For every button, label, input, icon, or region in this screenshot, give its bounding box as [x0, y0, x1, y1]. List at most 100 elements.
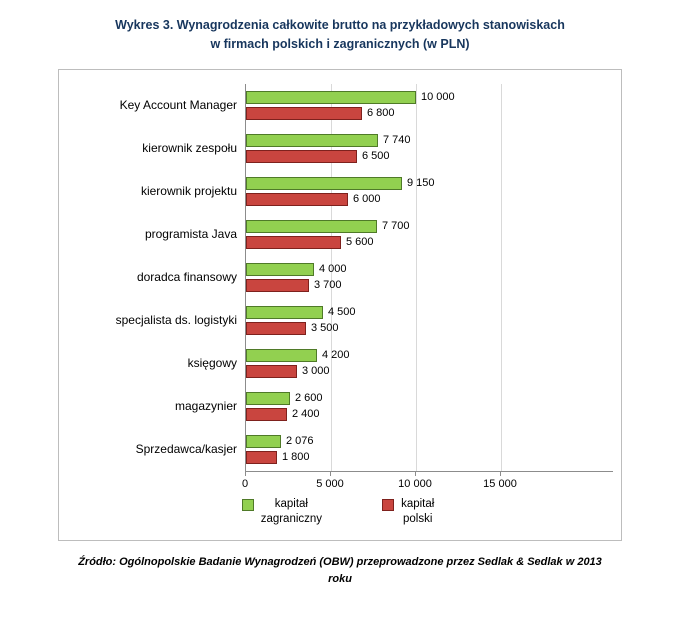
category-label: specjalista ds. logistyki — [115, 313, 237, 327]
legend: kapitał zagraniczny kapitał polski — [63, 497, 613, 532]
bar-polski — [246, 450, 277, 464]
bar-line: 3 700 — [246, 278, 613, 292]
bar-group: 7 700 5 600 — [246, 213, 613, 256]
bars-plot: 10 000 6 800 7 740 6 500 9 150 6 000 7 700 5 60… — [245, 83, 613, 472]
value-label: 2 600 — [295, 392, 323, 404]
legend-label: kapitał zagraniczny — [260, 497, 323, 526]
bar-line: 2 400 — [246, 407, 613, 421]
x-axis-tickmark — [500, 471, 501, 476]
source-line1: Źródło: Ogólnopolskie Badanie Wynagrodze… — [78, 555, 602, 568]
axis-spacer — [63, 472, 245, 493]
plot-area: Key Account Manager kierownik zespołu kier… — [63, 83, 613, 472]
gridline — [331, 83, 332, 471]
bar-polski — [246, 106, 362, 120]
bar-line: 4 000 — [246, 262, 613, 276]
x-axis-tickmark — [415, 471, 416, 476]
bar-zagraniczny — [246, 219, 377, 233]
bar-zagraniczny — [246, 305, 323, 319]
bar-line: 4 200 — [246, 348, 613, 362]
value-label: 6 800 — [367, 107, 395, 119]
x-axis: 0 5 000 10 000 15 000 — [63, 471, 613, 493]
bar-group: 4 500 3 500 — [246, 299, 613, 342]
gridline — [501, 83, 502, 471]
bar-zagraniczny — [246, 348, 317, 362]
chart-title-line2: w firmach polskich i zagranicznych (w PL… — [210, 36, 470, 51]
category-label: kierownik projektu — [140, 184, 237, 198]
bar-group: 7 740 6 500 — [246, 127, 613, 170]
value-label: 5 600 — [346, 236, 374, 248]
legend-swatch-polski — [382, 498, 395, 511]
x-axis-tickmark — [245, 471, 246, 476]
bar-group: 4 000 3 700 — [246, 256, 613, 299]
bar-group: 2 600 2 400 — [246, 385, 613, 428]
bar-line: 9 150 — [246, 176, 613, 190]
bar-zagraniczny — [246, 133, 378, 147]
value-label: 9 150 — [407, 177, 435, 189]
x-axis-ticks: 0 5 000 10 000 15 000 — [241, 471, 613, 493]
bar-line: 5 600 — [246, 235, 613, 249]
legend-item-polski: kapitał polski — [382, 497, 434, 528]
page: Wykres 3. Wynagrodzenia całkowite brutto… — [0, 16, 680, 589]
category-label: kierownik zespołu — [142, 141, 237, 155]
value-label: 3 000 — [302, 365, 330, 377]
value-label: 6 500 — [362, 150, 390, 162]
value-label: 2 400 — [292, 408, 320, 420]
source-line2: roku — [328, 573, 352, 586]
bar-group: 9 150 6 000 — [246, 170, 613, 213]
bar-polski — [246, 278, 309, 292]
category-axis: Key Account Manager kierownik zespołu kier… — [63, 84, 245, 472]
bar-group: 4 200 3 000 — [246, 342, 613, 385]
bar-polski — [246, 149, 357, 163]
bar-line: 6 800 — [246, 106, 613, 120]
value-label: 7 740 — [383, 134, 411, 146]
bar-zagraniczny — [246, 391, 290, 405]
legend-item-zagraniczny: kapitał zagraniczny — [241, 497, 323, 528]
bar-line: 7 740 — [246, 133, 613, 147]
bar-line: 10 000 — [246, 90, 613, 104]
bar-line: 2 076 — [246, 434, 613, 448]
bar-line: 1 800 — [246, 450, 613, 464]
category-label: księgowy — [187, 356, 237, 370]
value-label: 3 500 — [311, 322, 339, 334]
source-text: Źródło: Ogólnopolskie Badanie Wynagrodze… — [0, 554, 680, 589]
value-label: 4 500 — [328, 306, 356, 318]
bar-line: 4 500 — [246, 305, 613, 319]
x-axis-tick-label: 15 000 — [483, 477, 517, 490]
bar-line: 2 600 — [246, 391, 613, 405]
value-label: 4 000 — [319, 263, 347, 275]
x-axis-tick-label: 10 000 — [398, 477, 432, 490]
x-axis-tickmark — [330, 471, 331, 476]
category-label: Sprzedawca/kasjer — [135, 442, 237, 456]
value-label: 7 700 — [382, 220, 410, 232]
value-label: 10 000 — [421, 91, 455, 103]
category-label: programista Java — [144, 227, 237, 241]
bar-zagraniczny — [246, 90, 416, 104]
bar-group: 2 076 1 800 — [246, 428, 613, 471]
x-axis-tick-label: 0 — [241, 477, 249, 490]
legend-label: kapitał polski — [401, 497, 435, 526]
bar-line: 7 700 — [246, 219, 613, 233]
value-label: 1 800 — [282, 451, 310, 463]
category-label: Key Account Manager — [119, 98, 237, 112]
value-label: 3 700 — [314, 279, 342, 291]
legend-swatch-zagraniczny — [241, 498, 254, 511]
value-label: 2 076 — [286, 435, 314, 447]
x-axis-tick-label: 5 000 — [316, 477, 344, 490]
value-label: 6 000 — [353, 193, 381, 205]
bar-line: 6 500 — [246, 149, 613, 163]
chart-title: Wykres 3. Wynagrodzenia całkowite brutto… — [0, 16, 680, 54]
bar-polski — [246, 321, 306, 335]
bar-line: 3 000 — [246, 364, 613, 378]
gridline — [416, 83, 417, 471]
bar-zagraniczny — [246, 262, 314, 276]
bar-polski — [246, 364, 297, 378]
category-label: magazynier — [174, 399, 237, 413]
chart-frame: Key Account Manager kierownik zespołu kier… — [58, 68, 622, 541]
value-label: 4 200 — [322, 349, 350, 361]
bar-line: 6 000 — [246, 192, 613, 206]
bar-line: 3 500 — [246, 321, 613, 335]
bar-polski — [246, 192, 348, 206]
bar-zagraniczny — [246, 176, 402, 190]
chart-title-line1: Wykres 3. Wynagrodzenia całkowite brutto… — [115, 18, 565, 32]
bar-group: 10 000 6 800 — [246, 84, 613, 127]
